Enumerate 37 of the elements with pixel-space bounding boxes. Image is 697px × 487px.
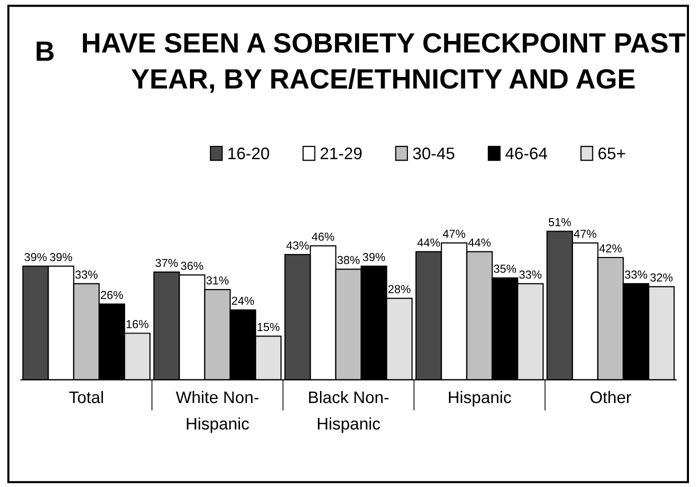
data-label: 51% [548, 218, 571, 226]
chart-title: HAVE SEEN A SOBRIETY CHECKPOINT PAST YEAR, BY RACE/ETHNICITY AND AGE [82, 33, 686, 93]
data-label: 15% [258, 322, 280, 332]
data-label: 38% [337, 256, 360, 264]
legend-label: 30-45 [413, 148, 454, 160]
data-label: 26% [100, 290, 123, 300]
data-label: 39% [24, 253, 47, 262]
x-tick-label: Other [590, 390, 632, 404]
data-label: 33% [624, 270, 648, 279]
legend-label: 46-64 [505, 148, 548, 160]
legend-label: 21-29 [320, 148, 362, 160]
data-label: 36% [180, 262, 204, 270]
x-tick-label: White Non- Hispanic [176, 390, 258, 433]
legend-label: 16-20 [228, 148, 270, 160]
data-label: 24% [232, 296, 254, 305]
x-tick-label: Hispanic [448, 390, 512, 407]
x-tick-label: Total [69, 390, 103, 404]
data-label: 31% [206, 276, 229, 284]
data-label: 37% [156, 258, 178, 268]
data-label: 16% [126, 320, 148, 328]
data-label: 42% [599, 244, 622, 252]
data-label: 35% [494, 264, 516, 273]
data-label: 39% [50, 253, 72, 262]
data-label: 28% [388, 285, 410, 294]
data-label: 33% [75, 270, 98, 279]
legend-label: 65+ [598, 148, 626, 160]
data-label: 46% [312, 232, 334, 241]
data-label: 44% [468, 238, 491, 247]
data-label: 47% [574, 230, 596, 238]
data-label: 33% [519, 270, 542, 279]
data-label: 32% [650, 273, 673, 282]
data-label: 43% [286, 241, 309, 250]
x-tick-label: Black Non- Hispanic [309, 390, 389, 433]
data-label: 44% [417, 238, 440, 247]
data-label: 47% [442, 230, 466, 238]
data-label: 39% [362, 253, 386, 262]
text: B [36, 42, 54, 61]
